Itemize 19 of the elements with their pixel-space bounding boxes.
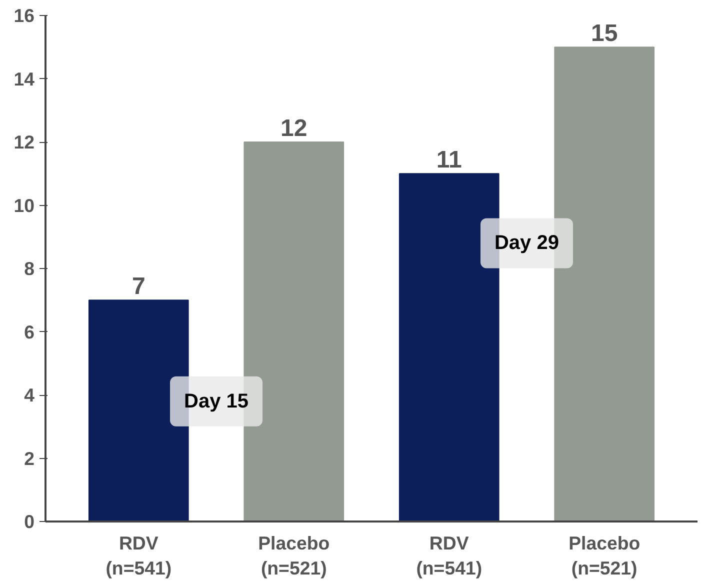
data-label: 7 [132,273,146,300]
y-tick-label: 10 [14,194,35,216]
y-tick-label: 16 [14,5,35,26]
y-tick-label: 8 [24,258,35,279]
y-tick-label: 6 [24,321,35,342]
data-label: 12 [280,115,308,142]
x-tick-label: RDV (n=541) [106,532,172,579]
y-tick-label: 4 [24,384,36,406]
x-tick-label: RDV (n=541) [416,532,482,579]
y-tick-label: 12 [14,132,35,152]
data-label: 11 [436,146,462,174]
annotation: Day 29 [494,232,559,254]
x-tick-label: Placebo (n=521) [258,532,330,579]
x-tick-label: Placebo (n=521) [568,532,640,579]
annotation: Day 15 [184,390,249,412]
data-label: 15 [591,20,618,48]
y-tick-label: 2 [24,448,35,469]
y-tick-label: 0 [24,511,35,532]
y-tick-label: 14 [14,68,36,90]
